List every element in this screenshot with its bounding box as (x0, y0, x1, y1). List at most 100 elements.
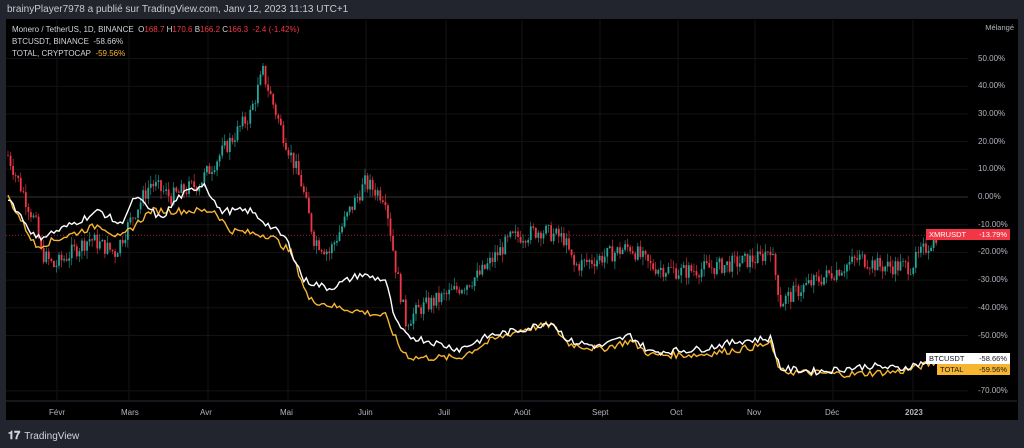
candle-body (899, 261, 902, 271)
candle-body (705, 261, 708, 263)
total-line (7, 194, 937, 379)
candle-body (550, 225, 553, 242)
tag-name: TOTAL (940, 365, 964, 374)
candle-body (384, 202, 387, 206)
candle-body (234, 140, 236, 142)
candle-body (68, 258, 71, 261)
candle-body (116, 253, 119, 257)
candle-body (274, 104, 277, 116)
candle-body (563, 233, 565, 246)
footer: ⁠𝟏𝟕 TradingView (8, 430, 79, 443)
candle-body (723, 265, 726, 273)
candle-body (545, 225, 547, 234)
candle-body (524, 241, 527, 243)
candle-body (690, 265, 693, 271)
candle-body (379, 190, 382, 201)
candle-body (596, 260, 598, 267)
candle-body (290, 152, 292, 156)
y-tick-label: -40.00% (978, 302, 1008, 312)
tradingview-logo-icon: ⁠𝟏𝟕 (8, 430, 21, 442)
candle-body (381, 200, 384, 203)
tag-value: -13.79% (979, 230, 1007, 239)
candle-body (172, 187, 175, 205)
total-price-tag: TOTAL -59.56% (937, 364, 1010, 375)
y-tick-label: -20.00% (978, 247, 1008, 257)
btc-name[interactable]: BTCUSDT, BINANCE (12, 37, 89, 46)
candle-body (647, 254, 649, 261)
candle-body (603, 256, 606, 263)
candle-body (805, 283, 808, 285)
candle-body (190, 181, 193, 183)
candle-body (254, 103, 257, 104)
candle-body (50, 258, 53, 261)
candle-body (639, 246, 642, 257)
candle-body (30, 212, 32, 218)
scale-mode[interactable]: Mélangé (985, 23, 1014, 32)
candle-body (285, 142, 287, 150)
candle-body (443, 293, 445, 294)
candle-body (203, 172, 206, 183)
candle-body (330, 244, 333, 254)
y-tick-label: 40.00% (978, 81, 1006, 91)
candle-body (412, 313, 415, 324)
candle-body (162, 190, 165, 192)
low-label: B (194, 25, 201, 34)
tag-value: -59.56% (979, 365, 1007, 374)
candle-body (700, 269, 703, 278)
candle-body (308, 197, 310, 214)
candle-body (764, 251, 767, 262)
candle-body (718, 258, 721, 263)
candle-body (420, 307, 422, 314)
candle-body (165, 189, 167, 191)
candle-body (777, 275, 779, 295)
candle-body (557, 228, 560, 237)
candle-body (708, 262, 711, 268)
candle-body (279, 118, 282, 126)
candle-body (132, 217, 134, 219)
candle-body (445, 293, 448, 295)
candle-body (741, 255, 744, 264)
candle-body (797, 285, 800, 297)
candle-body (588, 260, 591, 263)
candle-body (60, 254, 63, 261)
candle-body (369, 179, 371, 190)
candle-body (476, 270, 479, 278)
candle-body (407, 325, 410, 327)
total-name[interactable]: TOTAL, CRYPTOCAP (12, 49, 91, 58)
candle-body (425, 297, 428, 303)
candle-body (856, 258, 859, 260)
brand-name: TradingView (24, 431, 80, 442)
candle-body (902, 261, 904, 262)
candle-body (591, 260, 593, 264)
x-tick-label: Déc (825, 408, 840, 417)
candle-body (761, 253, 764, 262)
candle-body (40, 237, 43, 248)
candle-body (879, 258, 881, 267)
candle-body (713, 268, 716, 275)
candle-body (751, 255, 754, 262)
candle-body (542, 233, 545, 239)
candle-body (830, 273, 833, 279)
candle-body (927, 251, 930, 253)
candle-body (682, 265, 685, 268)
candle-body (519, 236, 522, 243)
candle-body (392, 235, 394, 251)
xmr-price-tag: XMRUSDT -13.79% (926, 229, 1010, 240)
candle-body (338, 232, 341, 241)
candle-body (789, 291, 792, 302)
candle-body (251, 103, 254, 110)
symbol-name[interactable]: Monero / TetherUS, 1D, BINANCE (12, 25, 134, 34)
candle-body (932, 236, 935, 248)
candle-body (374, 189, 377, 196)
low-value: 166.2 (200, 25, 221, 34)
candle-body (552, 233, 555, 242)
candle-body (670, 266, 672, 268)
candle-body (506, 236, 509, 238)
candle-body (124, 239, 127, 244)
candle-body (310, 213, 313, 232)
candle-body (213, 170, 216, 173)
candle-body (32, 215, 35, 218)
candle-body (302, 186, 305, 193)
candle-body (532, 226, 535, 228)
